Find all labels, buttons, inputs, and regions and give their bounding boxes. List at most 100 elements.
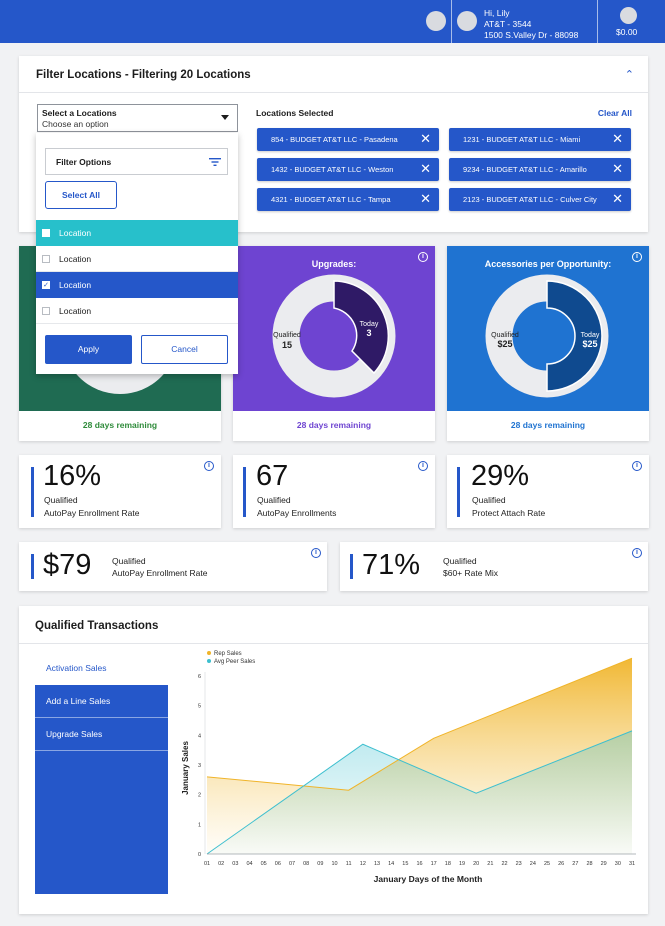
y-tick-label: 3 <box>198 763 201 769</box>
today-label: Today <box>581 332 600 339</box>
tab-activation-sales[interactable]: Activation Sales <box>35 652 168 685</box>
stat-card: 16% Qualified AutoPay Enrollment Rate i <box>19 455 221 528</box>
cancel-button[interactable]: Cancel <box>141 335 228 364</box>
series-line <box>206 730 633 855</box>
upgrades-card: Upgrades: i Qualified 15 Today 3 28 days… <box>233 246 435 441</box>
location-chip[interactable]: 2123 - BUDGET AT&T LLC - Culver City ✕ <box>449 188 631 211</box>
sales-tabs: Activation Sales Add a Line Sales Upgrad… <box>35 652 168 894</box>
donut-panel: Accessories per Opportunity: i Qualified… <box>447 246 649 411</box>
stat-card: 71% Qualified $60+ Rate Mix i <box>340 542 648 591</box>
close-icon[interactable]: ✕ <box>420 131 431 146</box>
location-option-label: Location <box>59 254 92 264</box>
qualified-label: Qualified <box>273 332 301 339</box>
location-chip[interactable]: 1432 - BUDGET AT&T LLC - Weston ✕ <box>257 158 439 181</box>
chip-label: 1231 - BUDGET AT&T LLC - Miami <box>463 135 581 144</box>
caret-down-icon <box>221 115 229 120</box>
x-tick-label: 24 <box>530 861 536 867</box>
today-value: 3 <box>366 328 371 338</box>
stat-accent <box>31 554 34 579</box>
close-icon[interactable]: ✕ <box>420 161 431 176</box>
stat-card: 67 Qualified AutoPay Enrollments i <box>233 455 435 528</box>
tab-add-a-line-sales[interactable]: Add a Line Sales <box>35 685 168 718</box>
wallet-icon[interactable] <box>620 7 637 24</box>
location-option[interactable]: Location <box>36 246 238 272</box>
info-icon[interactable]: i <box>632 252 642 262</box>
notification-icon[interactable] <box>426 11 446 31</box>
days-remaining: 28 days remaining <box>296 420 372 430</box>
tab-upgrade-sales[interactable]: Upgrade Sales <box>35 718 168 751</box>
checkbox[interactable] <box>42 229 50 237</box>
checkbox-checked-icon[interactable]: ✓ <box>42 281 50 289</box>
x-tick-label: 26 <box>558 861 564 867</box>
qualified-transactions-card: Qualified Transactions Activation Sales … <box>19 606 648 914</box>
close-icon[interactable]: ✕ <box>420 191 431 206</box>
checkbox[interactable] <box>42 255 50 263</box>
x-tick-label: 22 <box>501 861 507 867</box>
filter-icon[interactable] <box>209 156 221 168</box>
today-segment <box>546 280 603 392</box>
location-option[interactable]: Location <box>36 220 238 246</box>
filter-options[interactable]: Filter Options <box>45 148 228 175</box>
info-icon[interactable]: i <box>418 461 428 471</box>
donut-panel: Upgrades: i Qualified 15 Today 3 <box>233 246 435 411</box>
close-icon[interactable]: ✕ <box>612 191 623 206</box>
location-option[interactable]: ✓ Location <box>36 272 238 298</box>
days-remaining: 28 days remaining <box>82 420 158 430</box>
location-chip[interactable]: 1231 - BUDGET AT&T LLC - Miami ✕ <box>449 128 631 151</box>
accessories-card: Accessories per Opportunity: i Qualified… <box>447 246 649 441</box>
location-chip[interactable]: 9234 - BUDGET AT&T LLC - Amarillo ✕ <box>449 158 631 181</box>
stat-value: 29% <box>471 460 530 492</box>
info-icon[interactable]: i <box>311 548 321 558</box>
donut-title: Upgrades: <box>311 259 357 269</box>
chip-label: 9234 - BUDGET AT&T LLC - Amarillo <box>463 165 587 174</box>
info-icon[interactable]: i <box>418 252 428 262</box>
location-chip[interactable]: 854 - BUDGET AT&T LLC - Pasadena ✕ <box>257 128 439 151</box>
close-icon[interactable]: ✕ <box>612 161 623 176</box>
checkbox[interactable] <box>42 307 50 315</box>
info-icon[interactable]: i <box>204 461 214 471</box>
location-option[interactable]: Location <box>36 298 238 324</box>
x-tick-label: 17 <box>431 861 437 867</box>
info-icon[interactable]: i <box>632 548 642 558</box>
stat-label: Qualified <box>112 556 146 566</box>
clear-all-link[interactable]: Clear All <box>597 108 632 118</box>
donut-chart: Qualified 15 Today 3 <box>272 274 396 398</box>
stat-value: $79 <box>43 549 92 581</box>
location-chip[interactable]: 4321 - BUDGET AT&T LLC - Tampa ✕ <box>257 188 439 211</box>
days-remaining: 28 days remaining <box>510 420 586 430</box>
x-tick-label: 21 <box>487 861 493 867</box>
stat-label: Qualified <box>44 495 78 505</box>
user-info[interactable]: Hi, Lily AT&T - 3544 1500 S.Valley Dr - … <box>484 8 578 41</box>
stat-label: Qualified <box>257 495 291 505</box>
legend-label: Rep Sales <box>214 651 242 657</box>
x-tick-label: 14 <box>388 861 394 867</box>
apply-button[interactable]: Apply <box>45 335 132 364</box>
stat-accent <box>243 467 246 517</box>
y-tick-label: 2 <box>198 793 201 799</box>
balance: $0.00 <box>616 27 638 37</box>
select-all-button[interactable]: Select All <box>45 181 117 209</box>
x-tick-label: 28 <box>586 861 592 867</box>
x-tick-label: 12 <box>360 861 366 867</box>
stat-value: 67 <box>256 460 289 492</box>
stat-card: 29% Qualified Protect Attach Rate i <box>447 455 649 528</box>
stat-description: Protect Attach Rate <box>472 508 546 518</box>
x-tick-label: 16 <box>416 861 422 867</box>
close-icon[interactable]: ✕ <box>612 131 623 146</box>
donut-title: Accessories per Opportunity: <box>484 259 612 269</box>
collapse-chevron-icon[interactable]: ⌃ <box>624 69 634 81</box>
info-icon[interactable]: i <box>632 461 642 471</box>
greeting: Hi, Lily <box>484 8 510 18</box>
x-tick-label: 10 <box>331 861 337 867</box>
user-avatar[interactable] <box>457 11 477 31</box>
x-tick-label: 01 <box>204 861 210 867</box>
x-tick-label: 06 <box>275 861 281 867</box>
stat-description: AutoPay Enrollment Rate <box>44 508 140 518</box>
x-tick-label: 02 <box>218 861 224 867</box>
filter-title: Filter Locations - Filtering 20 Location… <box>36 69 251 81</box>
x-tick-label: 07 <box>289 861 295 867</box>
x-axis-label: January Days of the Month <box>374 874 483 884</box>
location-select[interactable]: Select a Locations Choose an option <box>37 104 238 132</box>
tabs-filler <box>35 751 168 894</box>
